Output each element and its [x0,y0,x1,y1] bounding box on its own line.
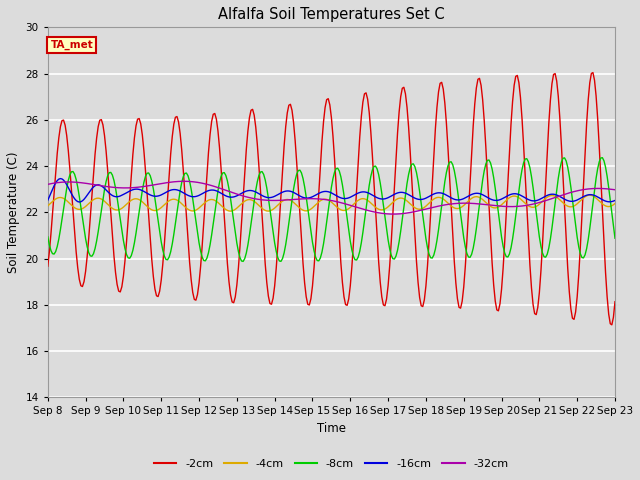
Legend: -2cm, -4cm, -8cm, -16cm, -32cm: -2cm, -4cm, -8cm, -16cm, -32cm [150,454,513,473]
Text: TA_met: TA_met [51,40,93,50]
Y-axis label: Soil Temperature (C): Soil Temperature (C) [7,152,20,273]
X-axis label: Time: Time [317,422,346,435]
Title: Alfalfa Soil Temperatures Set C: Alfalfa Soil Temperatures Set C [218,7,445,22]
